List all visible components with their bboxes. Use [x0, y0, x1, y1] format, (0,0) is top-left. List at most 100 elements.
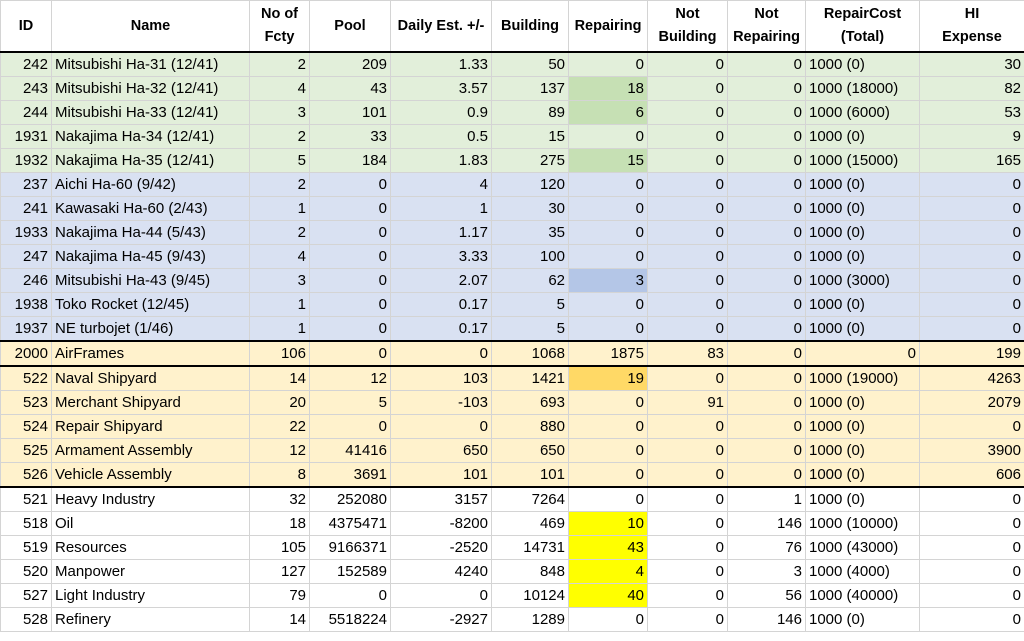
cell-repairing[interactable]: 0 [568, 196, 648, 221]
cell-not-repairing[interactable]: 0 [727, 438, 806, 463]
cell-daily-est[interactable]: 0.17 [390, 316, 492, 342]
cell-repairing[interactable]: 0 [568, 316, 648, 342]
cell-not-building[interactable]: 0 [647, 462, 728, 488]
cell-not-building[interactable]: 0 [647, 486, 728, 512]
cell-daily-est[interactable]: 1.33 [390, 51, 492, 77]
cell-repairing[interactable]: 1875 [568, 340, 648, 367]
cell-repaircost[interactable]: 1000 (0) [805, 244, 920, 269]
cell-not-repairing[interactable]: 146 [727, 607, 806, 632]
cell-building[interactable]: 880 [491, 414, 569, 439]
cell-building[interactable]: 15 [491, 124, 569, 149]
cell-repairing[interactable]: 18 [568, 76, 648, 101]
cell-id[interactable]: 1938 [0, 292, 52, 317]
cell-building[interactable]: 1421 [491, 365, 569, 391]
cell-id[interactable]: 525 [0, 438, 52, 463]
cell-no-of-fcty[interactable]: 32 [249, 486, 310, 512]
cell-repaircost[interactable]: 1000 (0) [805, 196, 920, 221]
cell-id[interactable]: 247 [0, 244, 52, 269]
cell-daily-est[interactable]: 4240 [390, 559, 492, 584]
cell-not-building[interactable]: 0 [647, 365, 728, 391]
cell-pool[interactable]: 209 [309, 51, 391, 77]
cell-building[interactable]: 5 [491, 292, 569, 317]
cell-name[interactable]: Refinery [51, 607, 250, 632]
cell-building[interactable]: 7264 [491, 486, 569, 512]
cell-hi-expense[interactable]: 0 [919, 559, 1024, 584]
cell-building[interactable]: 469 [491, 511, 569, 536]
cell-id[interactable]: 1937 [0, 316, 52, 342]
cell-repaircost[interactable]: 1000 (15000) [805, 148, 920, 173]
header-pool[interactable]: Pool [309, 0, 391, 53]
cell-not-building[interactable]: 0 [647, 124, 728, 149]
cell-hi-expense[interactable]: 0 [919, 316, 1024, 342]
cell-no-of-fcty[interactable]: 1 [249, 316, 310, 342]
cell-building[interactable]: 30 [491, 196, 569, 221]
cell-no-of-fcty[interactable]: 12 [249, 438, 310, 463]
header-repairing[interactable]: Repairing [568, 0, 648, 53]
cell-name[interactable]: Mitsubishi Ha-32 (12/41) [51, 76, 250, 101]
cell-no-of-fcty[interactable]: 1 [249, 292, 310, 317]
cell-hi-expense[interactable]: 0 [919, 196, 1024, 221]
cell-not-repairing[interactable]: 0 [727, 244, 806, 269]
cell-id[interactable]: 522 [0, 365, 52, 391]
cell-id[interactable]: 520 [0, 559, 52, 584]
cell-hi-expense[interactable]: 606 [919, 462, 1024, 488]
cell-repaircost[interactable]: 0 [805, 340, 920, 367]
cell-daily-est[interactable]: 1 [390, 196, 492, 221]
cell-not-building[interactable]: 91 [647, 390, 728, 415]
cell-name[interactable]: Nakajima Ha-45 (9/43) [51, 244, 250, 269]
cell-repairing[interactable]: 0 [568, 292, 648, 317]
cell-daily-est[interactable]: 3.33 [390, 244, 492, 269]
cell-hi-expense[interactable]: 0 [919, 414, 1024, 439]
cell-building[interactable]: 848 [491, 559, 569, 584]
cell-name[interactable]: NE turbojet (1/46) [51, 316, 250, 342]
cell-no-of-fcty[interactable]: 105 [249, 535, 310, 560]
cell-repairing[interactable]: 0 [568, 172, 648, 197]
cell-not-repairing[interactable]: 0 [727, 220, 806, 245]
cell-building[interactable]: 137 [491, 76, 569, 101]
cell-repairing[interactable]: 0 [568, 462, 648, 488]
cell-id[interactable]: 526 [0, 462, 52, 488]
cell-hi-expense[interactable]: 0 [919, 511, 1024, 536]
cell-pool[interactable]: 0 [309, 220, 391, 245]
cell-daily-est[interactable]: -2520 [390, 535, 492, 560]
cell-repaircost[interactable]: 1000 (40000) [805, 583, 920, 608]
cell-name[interactable]: Merchant Shipyard [51, 390, 250, 415]
cell-repairing[interactable]: 19 [568, 365, 648, 391]
cell-name[interactable]: Manpower [51, 559, 250, 584]
cell-building[interactable]: 1068 [491, 340, 569, 367]
cell-id[interactable]: 243 [0, 76, 52, 101]
cell-id[interactable]: 521 [0, 486, 52, 512]
cell-not-repairing[interactable]: 56 [727, 583, 806, 608]
cell-not-repairing[interactable]: 76 [727, 535, 806, 560]
cell-not-building[interactable]: 0 [647, 100, 728, 125]
cell-hi-expense[interactable]: 2079 [919, 390, 1024, 415]
cell-repaircost[interactable]: 1000 (6000) [805, 100, 920, 125]
cell-no-of-fcty[interactable]: 2 [249, 172, 310, 197]
cell-hi-expense[interactable]: 4263 [919, 365, 1024, 391]
cell-repairing[interactable]: 0 [568, 51, 648, 77]
cell-not-building[interactable]: 0 [647, 511, 728, 536]
cell-repaircost[interactable]: 1000 (0) [805, 292, 920, 317]
cell-pool[interactable]: 43 [309, 76, 391, 101]
cell-pool[interactable]: 5518224 [309, 607, 391, 632]
cell-id[interactable]: 242 [0, 51, 52, 77]
cell-repaircost[interactable]: 1000 (3000) [805, 268, 920, 293]
cell-pool[interactable]: 3691 [309, 462, 391, 488]
cell-not-building[interactable]: 0 [647, 148, 728, 173]
cell-hi-expense[interactable]: 9 [919, 124, 1024, 149]
cell-repaircost[interactable]: 1000 (0) [805, 316, 920, 342]
cell-repaircost[interactable]: 1000 (0) [805, 51, 920, 77]
cell-building[interactable]: 5 [491, 316, 569, 342]
cell-hi-expense[interactable]: 0 [919, 172, 1024, 197]
cell-repairing[interactable]: 0 [568, 486, 648, 512]
cell-not-building[interactable]: 0 [647, 316, 728, 342]
cell-repairing[interactable]: 0 [568, 124, 648, 149]
cell-id[interactable]: 528 [0, 607, 52, 632]
cell-repaircost[interactable]: 1000 (0) [805, 607, 920, 632]
cell-repaircost[interactable]: 1000 (4000) [805, 559, 920, 584]
cell-name[interactable]: Repair Shipyard [51, 414, 250, 439]
cell-daily-est[interactable]: 1.17 [390, 220, 492, 245]
cell-building[interactable]: 35 [491, 220, 569, 245]
header-hi-expense[interactable]: HI Expense [919, 0, 1024, 53]
cell-pool[interactable]: 152589 [309, 559, 391, 584]
